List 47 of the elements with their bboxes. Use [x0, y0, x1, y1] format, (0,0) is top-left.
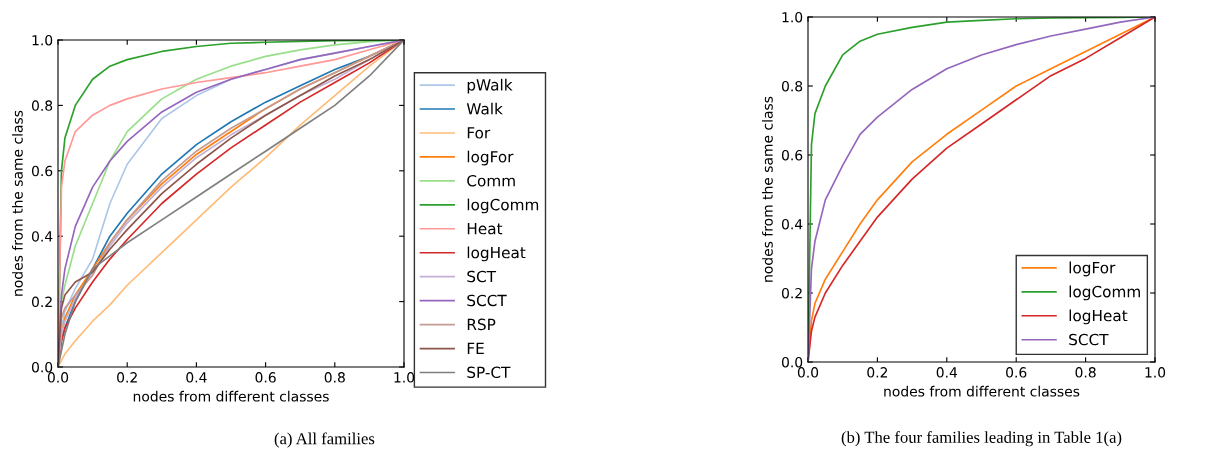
- legend-label: RSP: [467, 318, 496, 331]
- y-tick-label: 0.4: [781, 218, 803, 230]
- legend-label: logFor: [467, 150, 514, 166]
- text: (b) The four families leading in Table 1(a): [841, 431, 1122, 447]
- legend-label: logComm: [467, 198, 539, 214]
- y-tick-label: 0.8: [31, 100, 53, 111]
- y-axis-title: nodes from the same class: [12, 110, 23, 296]
- x-tick-label: 0.4: [936, 367, 958, 378]
- x-axis-title: nodes from different classes: [133, 390, 329, 402]
- x-tick-label: 1.0: [1145, 367, 1166, 378]
- legend-label: SCCT: [1069, 333, 1109, 346]
- y-tick-label: 0.6: [31, 165, 53, 177]
- x-tick-label: 0.0: [797, 367, 819, 378]
- x-tick-label: 1.0: [394, 372, 415, 383]
- y-tick-label: 0.8: [781, 80, 803, 92]
- legend-label: SP-CT: [467, 366, 511, 379]
- x-tick-label: 0.4: [186, 372, 207, 383]
- y-tick-label: 1.0: [32, 34, 53, 46]
- x-tick-label: 0.2: [867, 367, 888, 378]
- legend-label: logHeat: [467, 246, 526, 262]
- legend-label: logComm: [1069, 285, 1140, 301]
- legend-label: FE: [467, 342, 484, 354]
- legend-label: Heat: [467, 223, 503, 235]
- legend-label: SCCT: [467, 294, 507, 307]
- x-tick-label: 0.6: [255, 372, 276, 383]
- legend-label: Walk: [466, 102, 503, 115]
- x-axis-title: nodes from different classes: [884, 385, 1080, 397]
- legend-label: logHeat: [1069, 309, 1128, 325]
- legend-label: SCT: [467, 270, 497, 283]
- x-tick-label: 0.8: [1075, 367, 1096, 378]
- x-tick-label: 0.0: [47, 372, 69, 383]
- y-tick-label: 0.0: [781, 356, 803, 368]
- y-tick-label: 1.0: [782, 11, 803, 23]
- legend-label: pWalk: [467, 78, 513, 94]
- line-series: [58, 40, 404, 367]
- y-axis-title: nodes from the same class: [762, 96, 773, 282]
- y-tick-label: 0.2: [781, 287, 802, 299]
- x-tick-label: 0.2: [117, 372, 137, 383]
- text: (a) All families: [274, 432, 375, 448]
- x-tick-label: 0.6: [1006, 367, 1027, 378]
- y-tick-label: 0.4: [31, 231, 53, 242]
- legend-label: For: [467, 127, 491, 139]
- y-tick-label: 0.6: [781, 149, 803, 161]
- x-tick-label: 0.8: [324, 372, 345, 383]
- legend-label: logFor: [1069, 261, 1116, 277]
- legend-label: Comm: [467, 174, 515, 187]
- y-tick-label: 0.2: [31, 296, 52, 308]
